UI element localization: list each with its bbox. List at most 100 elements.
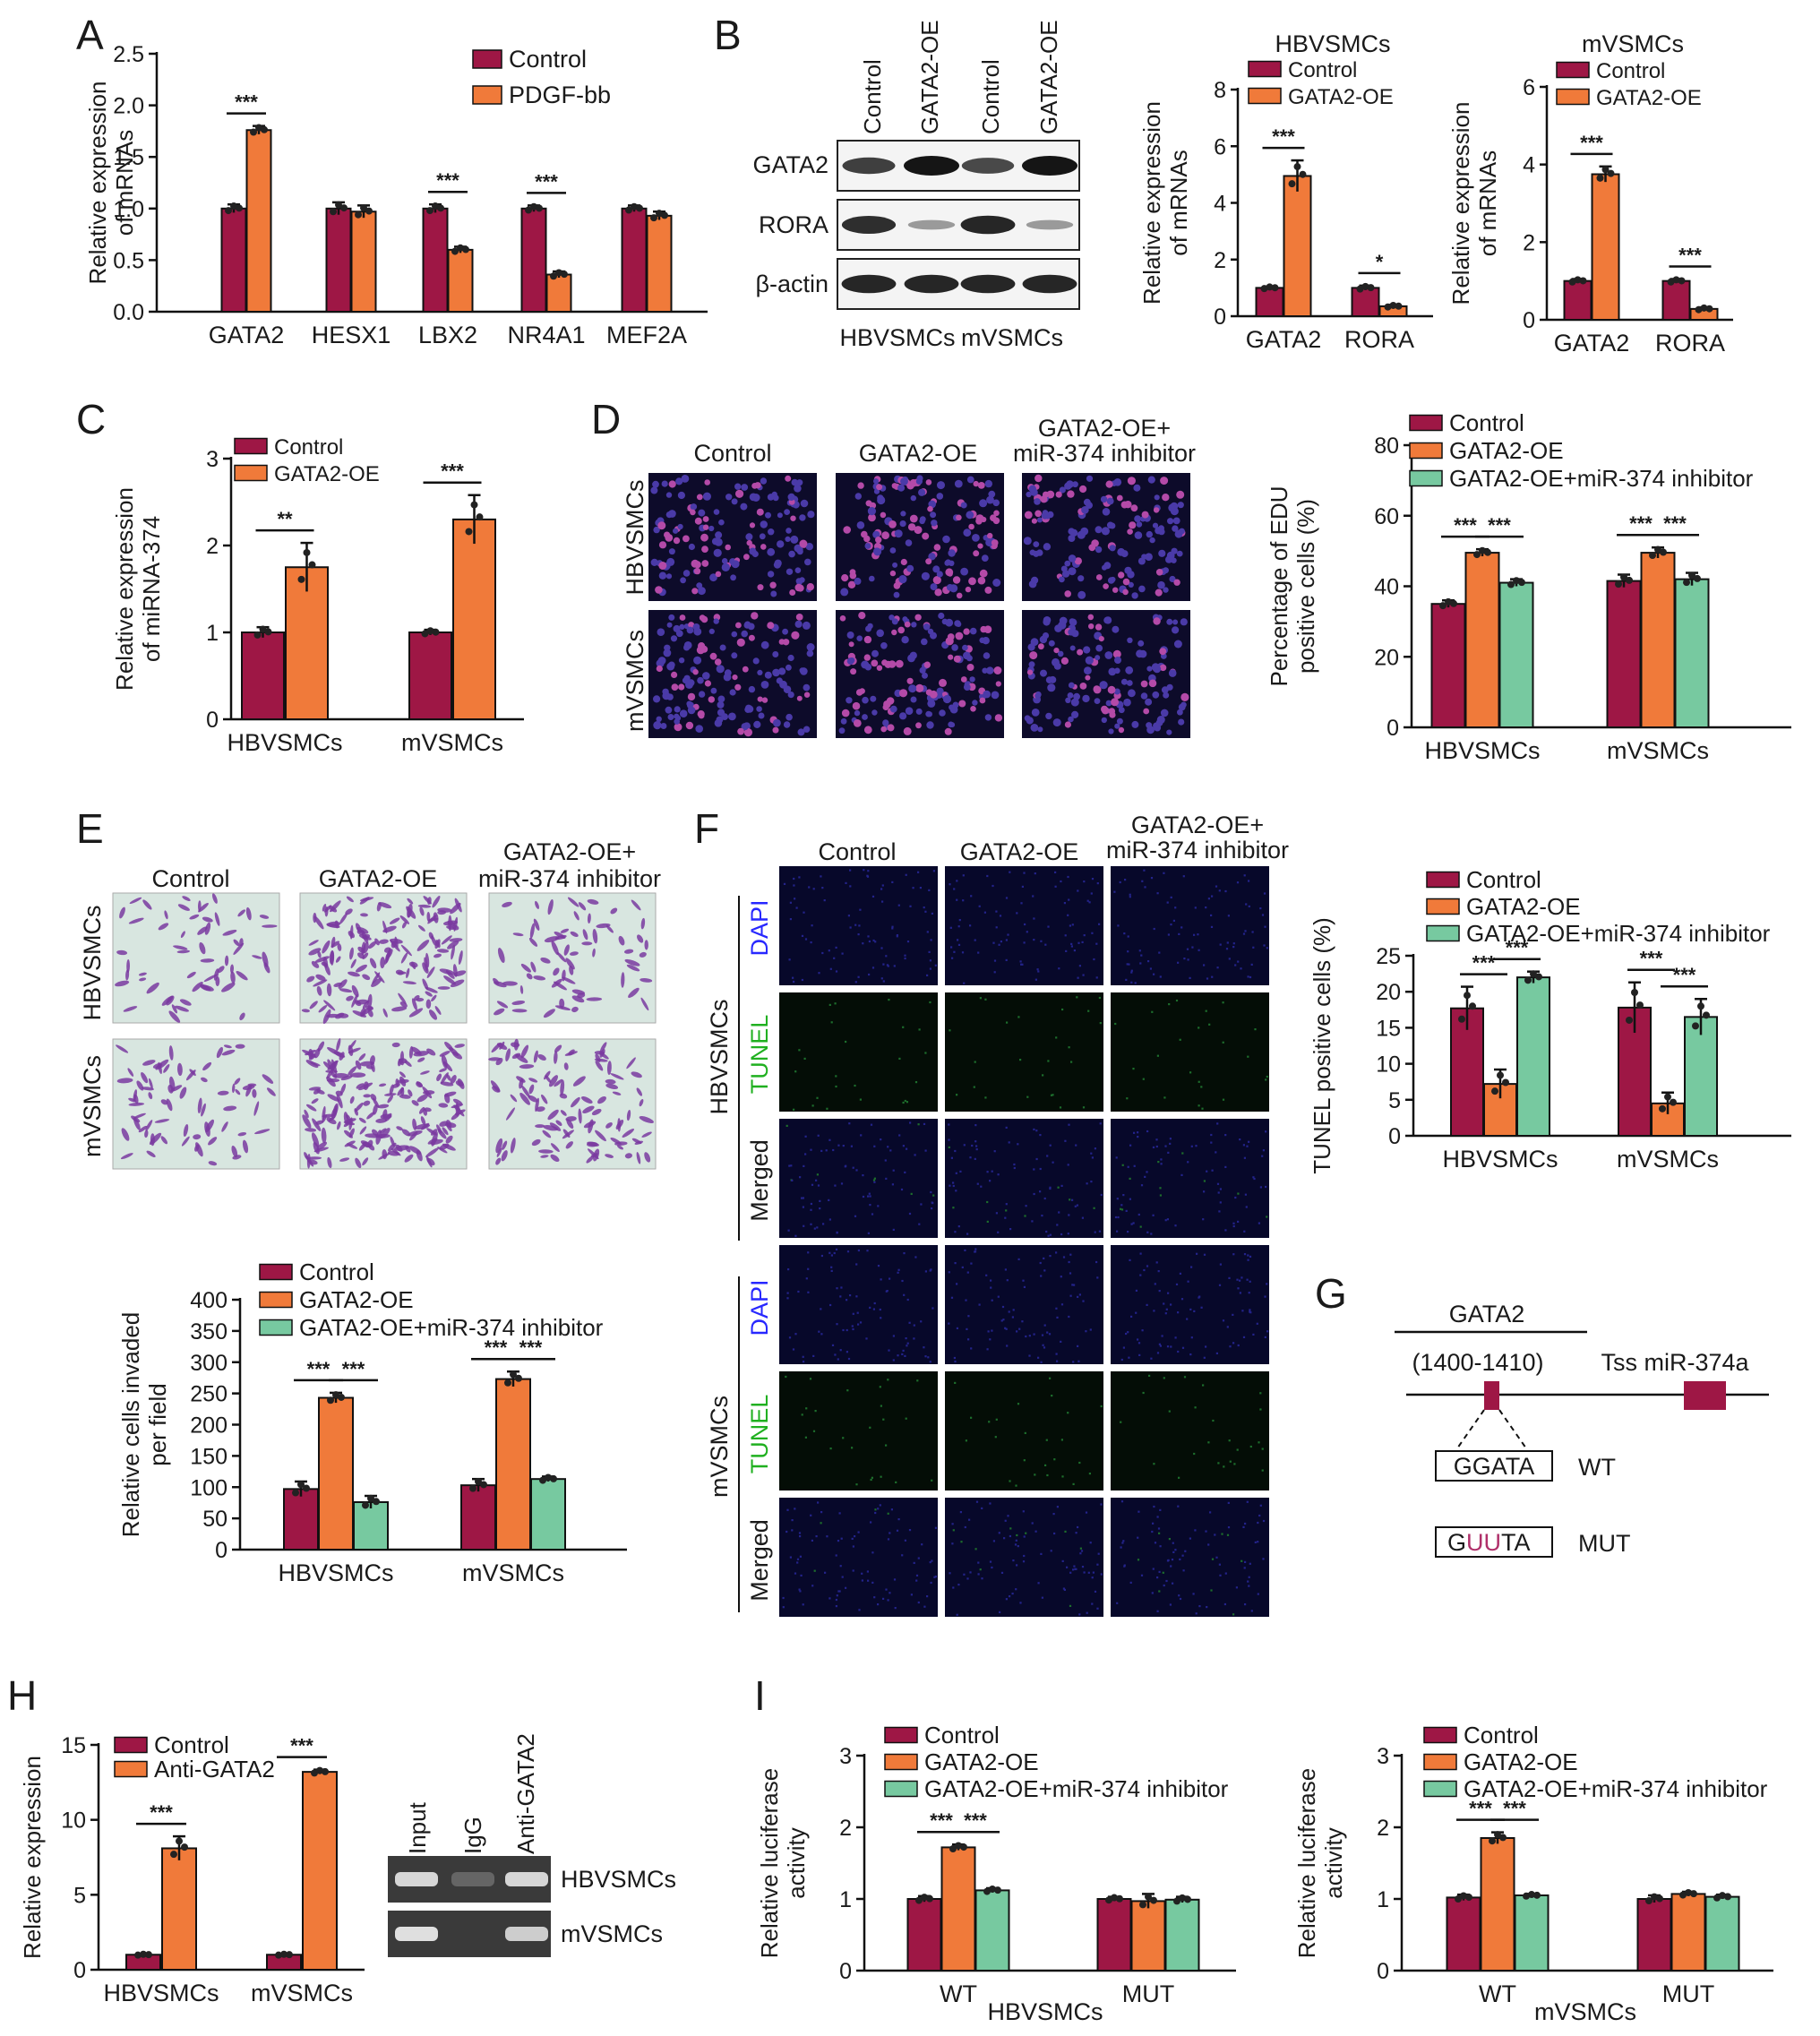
stain-signal (1051, 1395, 1053, 1397)
cell-nucleus (679, 709, 688, 717)
stain-signal (831, 1344, 835, 1346)
cell-nucleus (1049, 675, 1057, 683)
stain-signal (914, 1154, 916, 1156)
cell-nucleus (665, 534, 674, 542)
cell-nucleus (698, 691, 706, 698)
stain-signal (1036, 968, 1039, 971)
stain-signal (1087, 1009, 1090, 1012)
stain-signal (906, 1147, 908, 1150)
stain-signal (1164, 1145, 1167, 1147)
invaded-cell (378, 902, 392, 909)
invaded-cell (387, 1095, 394, 1104)
blot-band (841, 216, 897, 234)
invaded-cell (346, 995, 354, 1001)
data-point (322, 1767, 329, 1775)
stain-signal (783, 882, 786, 885)
stain-signal (973, 1086, 975, 1088)
data-point (1507, 580, 1515, 588)
stain-signal (1207, 1543, 1210, 1546)
cell-nucleus (687, 706, 696, 715)
cell-nucleus (702, 492, 712, 501)
cell-nucleus (1034, 692, 1042, 700)
stain-signal (1125, 1332, 1128, 1336)
stain-signal (1196, 1252, 1198, 1255)
stain-signal (1153, 1463, 1155, 1465)
invaded-cell (502, 901, 512, 907)
invaded-cell (560, 1079, 565, 1096)
x-tick-label: mVSMCs (251, 1980, 353, 2006)
stain-signal (1249, 975, 1252, 979)
cell-nucleus (869, 575, 875, 582)
cell-nucleus (704, 680, 712, 687)
stain-signal (1032, 895, 1034, 898)
invaded-cell (439, 1051, 451, 1057)
invaded-cell (512, 932, 524, 937)
stain-signal (1063, 1588, 1066, 1591)
stain-signal (1194, 1406, 1197, 1409)
stain-signal (1068, 1046, 1070, 1049)
stain-signal (818, 972, 820, 975)
cell-nucleus (1113, 478, 1122, 486)
cell-nucleus (919, 666, 926, 674)
invaded-cell (591, 1108, 602, 1116)
data-point (1455, 1895, 1462, 1903)
invaded-cell (430, 1129, 438, 1136)
invaded-cell (571, 995, 585, 1003)
cell-nucleus (846, 697, 853, 704)
stain-signal (835, 1248, 838, 1250)
cell-nucleus (715, 531, 723, 539)
cell-nucleus (1158, 528, 1165, 536)
invaded-cell (327, 1047, 341, 1056)
stain-signal (1156, 892, 1159, 895)
group-label: HBVSMCs (987, 1998, 1103, 2025)
bar (220, 207, 247, 313)
stain-signal (873, 1177, 876, 1180)
stain-signal (1132, 1222, 1135, 1224)
stain-signal (1264, 925, 1266, 928)
invaded-cell (167, 1084, 174, 1094)
invaded-cell (407, 898, 414, 905)
y-tick-label: 5 (73, 1883, 86, 1908)
invaded-cell (144, 1130, 149, 1138)
cell-nucleus (1082, 694, 1090, 703)
stain-signal (1082, 1300, 1085, 1302)
cell-nucleus (756, 706, 762, 712)
invaded-cell (572, 1076, 586, 1087)
y-tick-label: 2.0 (113, 94, 144, 119)
invaded-cell (322, 1114, 327, 1123)
cell-nucleus (1173, 579, 1180, 586)
cell-nucleus (899, 520, 906, 528)
significance-label: *** (1678, 245, 1702, 267)
data-point (280, 1950, 288, 1958)
stain-signal (798, 1588, 801, 1591)
invaded-cell (641, 1131, 652, 1138)
blot-band (960, 274, 1016, 294)
stain-signal (1033, 1333, 1035, 1336)
invaded-cell (200, 984, 214, 992)
cell-nucleus (1039, 635, 1048, 644)
stain-signal (913, 1561, 915, 1564)
stain-signal (1077, 1295, 1079, 1298)
data-point (462, 245, 469, 253)
invaded-cell (237, 909, 246, 917)
cell-nucleus (658, 541, 667, 549)
stain-signal (858, 924, 861, 927)
legend-swatch (1426, 898, 1460, 915)
cell-nucleus (954, 479, 963, 488)
gel-row-label: HBVSMCs (561, 1866, 676, 1893)
stain-signal (1013, 1163, 1016, 1166)
cell-nucleus (1057, 650, 1064, 657)
stain-signal (956, 880, 958, 882)
stain-signal (841, 1576, 844, 1578)
invaded-cell (445, 1135, 453, 1144)
invaded-cell (541, 1094, 548, 1104)
bar (1636, 1898, 1672, 1972)
data-point (426, 627, 434, 635)
invaded-cell (618, 935, 625, 946)
stain-signal (1140, 954, 1143, 957)
stain-signal (961, 1266, 964, 1268)
stain-signal (1169, 1138, 1172, 1140)
stain-signal (794, 898, 796, 900)
invaded-cell (359, 897, 370, 905)
